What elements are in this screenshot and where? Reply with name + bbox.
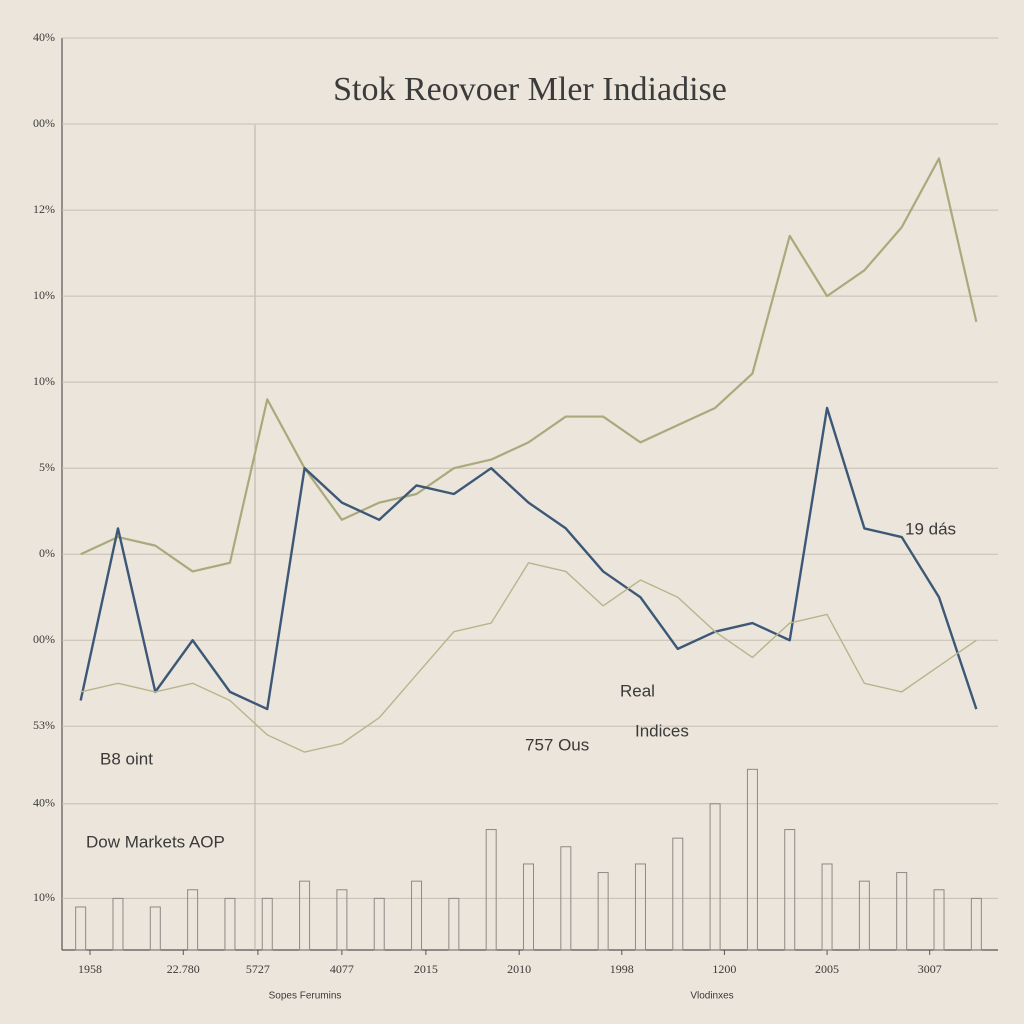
y-tick-label: 10% xyxy=(33,890,55,904)
chart-title: Stok Reovoer Mler Indiadise xyxy=(333,71,727,108)
y-tick-label: 0% xyxy=(39,546,55,560)
y-tick-label: 10% xyxy=(33,374,55,388)
x-tick-label: 2010 xyxy=(507,962,531,976)
volume-bar xyxy=(485,829,497,951)
volume-bar xyxy=(75,906,87,951)
volume-bar xyxy=(448,897,460,951)
volume-bar xyxy=(299,880,311,951)
volume-bar xyxy=(896,872,908,951)
volume-bar xyxy=(821,863,833,951)
x-tick-label: 2015 xyxy=(414,962,438,976)
volume-bar xyxy=(112,897,124,951)
annotation: 19 dás xyxy=(905,519,956,538)
volume-bar xyxy=(746,768,758,951)
volume-bar xyxy=(784,829,796,951)
annotation: Indices xyxy=(635,721,689,740)
annotation: B8 oint xyxy=(100,749,153,768)
line xyxy=(79,406,978,711)
volume-bar xyxy=(597,872,609,951)
x-tick-label: 4077 xyxy=(330,962,354,976)
volume-bar xyxy=(672,837,684,951)
y-tick-label: 10% xyxy=(33,288,55,302)
x-tick-label: 1200 xyxy=(712,962,736,976)
x-tick-label: 2005 xyxy=(815,962,839,976)
y-tick-label: 00% xyxy=(33,116,55,130)
x-tick-label: 1958 xyxy=(78,962,102,976)
y-tick-label: 53% xyxy=(33,718,55,732)
volume-bar xyxy=(560,846,572,951)
volume-bar xyxy=(336,889,348,951)
x-tick-label: 5727 xyxy=(246,962,270,976)
annotation: Vlodinxes xyxy=(690,991,733,1002)
y-tick-label: 00% xyxy=(33,632,55,646)
annotation: Sopes Ferumins xyxy=(269,991,342,1002)
line xyxy=(80,157,978,573)
y-tick-label: 40% xyxy=(33,30,55,44)
x-tick-label: 22.780 xyxy=(167,962,200,976)
volume-bar xyxy=(224,897,236,951)
volume-bar xyxy=(187,889,199,951)
volume-bar xyxy=(634,863,646,951)
y-tick-label: 12% xyxy=(33,202,55,216)
volume-bar xyxy=(149,906,161,951)
volume-bar xyxy=(709,803,721,951)
volume-bar xyxy=(858,880,870,951)
volume-bar xyxy=(523,863,534,951)
volume-bar xyxy=(261,897,273,951)
annotation: Real xyxy=(620,681,655,700)
volume-bar xyxy=(411,880,423,951)
y-tick-label: 5% xyxy=(39,460,55,474)
x-tick-label: 1998 xyxy=(610,962,634,976)
volume-bar xyxy=(373,897,385,951)
line xyxy=(80,562,977,753)
x-tick-label: 3007 xyxy=(918,962,942,976)
y-tick-label: 40% xyxy=(33,795,55,809)
volume-bar xyxy=(933,889,945,951)
volume-bar xyxy=(970,897,982,951)
annotation: Dow Markets AOP xyxy=(86,832,225,851)
annotation: 757 Ous xyxy=(525,735,589,754)
